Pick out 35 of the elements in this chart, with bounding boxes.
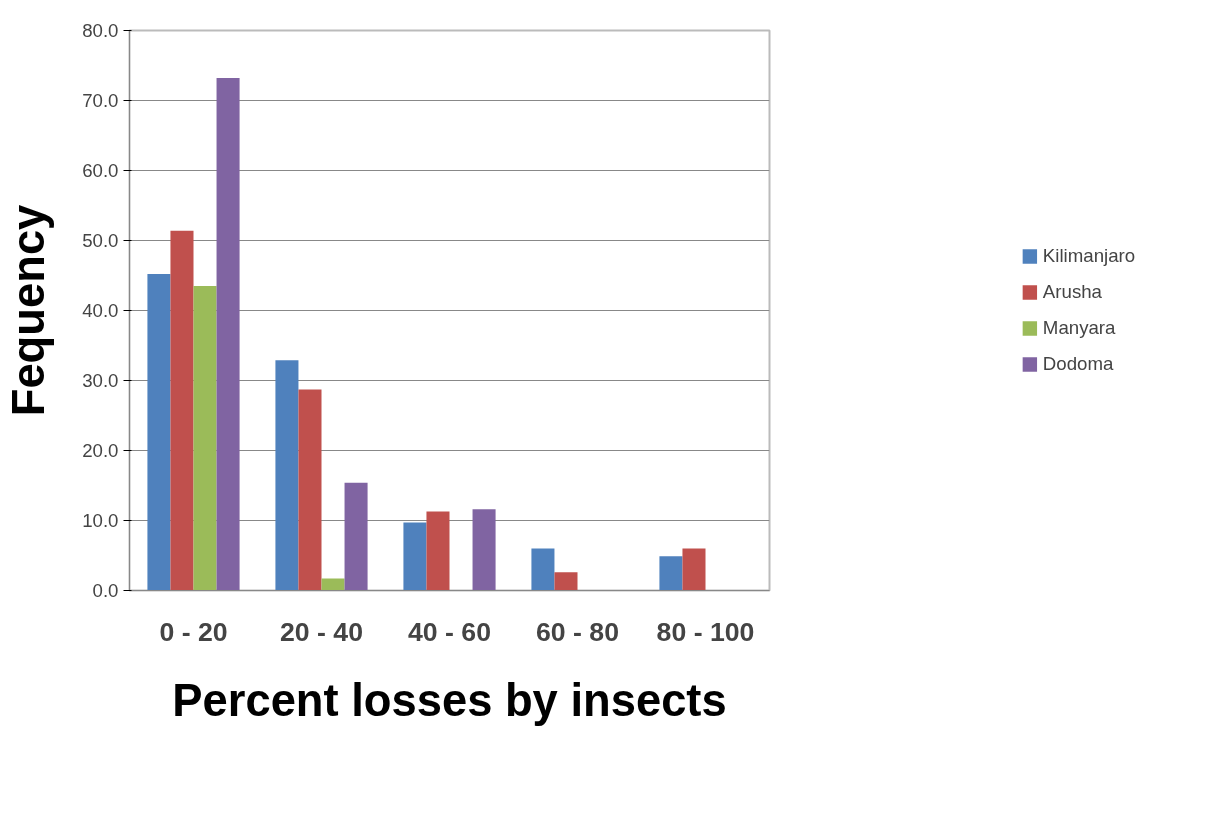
bar (554, 572, 578, 591)
y-tick-label: 20.0 (82, 440, 119, 461)
bar (216, 78, 240, 591)
bar (193, 286, 217, 591)
bar (170, 230, 194, 591)
bar (426, 511, 450, 591)
y-tick-label: 50.0 (82, 230, 119, 251)
x-tick-label: 20 - 40 (280, 616, 364, 647)
legend-label: Dodoma (1042, 353, 1114, 375)
y-tick-label: 40.0 (82, 300, 119, 321)
x-axis-title: Percent losses by insects (172, 674, 727, 726)
bar (531, 548, 555, 591)
y-tick-label: 30.0 (82, 370, 119, 391)
bar (403, 522, 427, 591)
bar (275, 360, 299, 591)
y-tick-label: 60.0 (82, 160, 119, 181)
legend-label: Arusha (1042, 281, 1102, 303)
x-tick-label: 40 - 60 (408, 616, 492, 647)
y-axis-title: Fequency (3, 204, 55, 417)
y-tick-label: 70.0 (82, 90, 119, 111)
bar (472, 509, 496, 591)
bar (344, 482, 368, 591)
x-tick-label: 60 - 80 (536, 616, 620, 647)
bar (298, 389, 322, 591)
legend-label: Manyara (1042, 317, 1116, 339)
x-tick-label: 0 - 20 (159, 616, 228, 647)
bar (321, 578, 345, 591)
y-tick-label: 10.0 (82, 510, 119, 531)
bar (659, 556, 683, 591)
x-tick-label: 80 - 100 (656, 616, 755, 647)
y-tick-label: 80.0 (82, 20, 119, 41)
legend-label: Kilimanjaro (1042, 245, 1136, 267)
bar (147, 274, 171, 591)
y-tick-label: 0.0 (92, 580, 119, 601)
bar (682, 548, 706, 591)
